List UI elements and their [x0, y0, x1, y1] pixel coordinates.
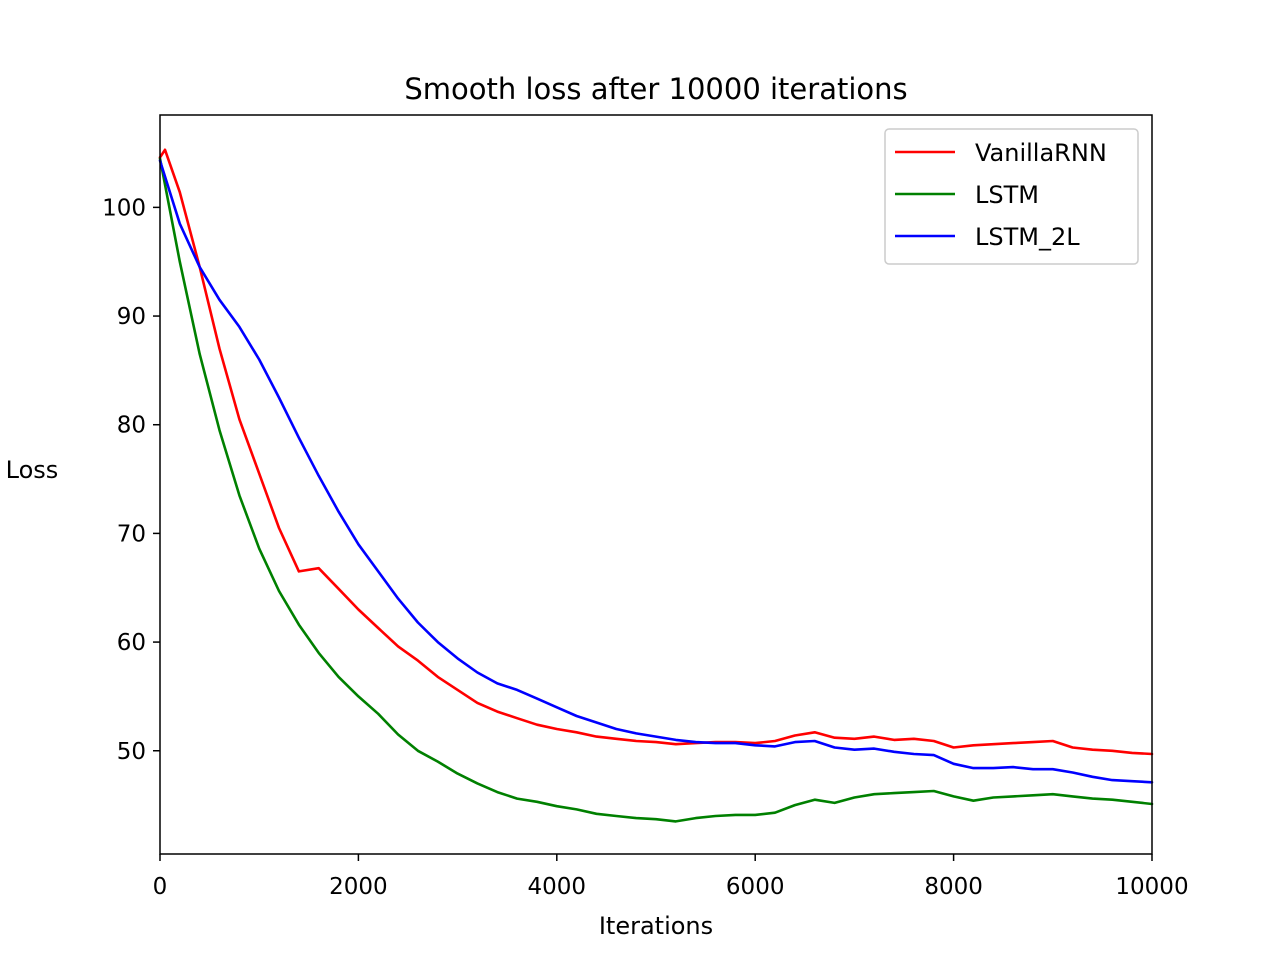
- y-tick-label: 80: [117, 413, 146, 439]
- y-tick-label: 50: [117, 739, 146, 765]
- legend-entries: VanillaRNN LSTM LSTM_2L: [895, 139, 1107, 251]
- y-tick-label: 90: [117, 304, 146, 330]
- x-tick-label: 6000: [726, 874, 785, 900]
- series-line-vanillarnn: [158, 148, 1154, 756]
- y-tick-label: 70: [117, 521, 146, 547]
- series-lines: [158, 148, 1154, 823]
- series-line-lstm-2l: [158, 159, 1154, 784]
- y-axis-label: Loss: [6, 456, 59, 484]
- x-tick-label: 4000: [528, 874, 587, 900]
- chart-title: Smooth loss after 10000 iterations: [404, 72, 907, 106]
- y-tick-label: 60: [117, 630, 146, 656]
- x-axis-ticks: 0 2000 4000 6000 8000 10000: [153, 854, 1189, 900]
- y-axis-ticks: 50 60 70 80 90 100: [102, 195, 160, 765]
- legend-box: [884, 128, 1139, 265]
- x-axis-label: Iterations: [599, 912, 713, 940]
- plot-frame: [159, 114, 1153, 855]
- legend-label: LSTM: [975, 181, 1039, 209]
- x-tick-label: 2000: [329, 874, 388, 900]
- x-tick-label: 8000: [924, 874, 983, 900]
- series-line-lstm: [158, 157, 1154, 823]
- legend-label: VanillaRNN: [975, 139, 1107, 167]
- legend: VanillaRNN LSTM LSTM_2L: [884, 128, 1139, 265]
- legend-label: LSTM_2L: [975, 223, 1080, 251]
- y-tick-label: 100: [102, 195, 146, 221]
- x-tick-label: 0: [153, 874, 168, 900]
- x-tick-label: 10000: [1115, 874, 1188, 900]
